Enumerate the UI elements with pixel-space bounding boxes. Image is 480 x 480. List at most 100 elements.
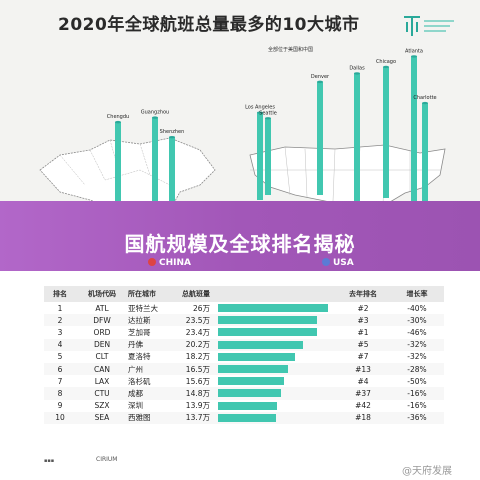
city-pillar: Chengdu — [107, 114, 129, 205]
volume-bar — [218, 328, 317, 337]
growth-cell: -40% — [407, 303, 427, 313]
pillar-bar — [411, 56, 417, 203]
table-row: 8 CTU 成都 14.8万 #37 -16% — [44, 387, 444, 400]
growth-cell: -30% — [407, 315, 427, 325]
header-rank: 排名 — [53, 290, 67, 298]
volume-bar — [218, 304, 328, 313]
city-pillar: Guangzhou — [141, 110, 169, 210]
table-header: 排名 机场代码 所在城市 总航班量 去年排名 增长率 — [44, 286, 444, 302]
table-row: 6 CAN 广州 16.5万 #13 -28% — [44, 362, 444, 376]
city-label: Shenzhen — [160, 129, 185, 135]
volume-bar — [218, 340, 304, 349]
pillar-cap — [169, 135, 175, 139]
table-row: 5 CLT 夏洛特 18.2万 #7 -32% — [44, 351, 444, 363]
rank-cell: 6 — [57, 364, 63, 374]
city-cell: 亚特兰大 — [128, 303, 158, 313]
pillar-cap — [422, 101, 428, 105]
table-row: 2 DFW 达拉斯 23.5万 #3 -30% — [44, 314, 444, 327]
prev-rank-cell: #7 — [357, 352, 369, 362]
table-row: 9 SZX 深圳 13.9万 #42 -16% — [44, 400, 444, 412]
city-pillar: Dallas — [349, 65, 365, 206]
city-cell: 广州 — [128, 364, 143, 374]
city-pillar: Los Angeles — [245, 105, 275, 200]
city-label: Chengdu — [107, 114, 129, 120]
bar-cell — [214, 365, 336, 374]
pillar-bar — [383, 66, 389, 199]
map-subheading: 全部位于美国和中国 — [268, 47, 314, 53]
header-prev-rank: 去年排名 — [349, 290, 377, 298]
bar-cell — [214, 413, 336, 422]
city-pillar: Charlotte — [413, 95, 437, 205]
table-row: 4 DEN 丹佛 20.2万 #5 -32% — [44, 338, 444, 351]
prev-rank-cell: #4 — [357, 376, 369, 386]
legend-china: CHINA — [148, 258, 191, 268]
city-label: Seattle — [259, 110, 277, 116]
city-label: Guangzhou — [141, 110, 169, 116]
city-flight-pillars: Chengdu Guangzhou Shenzhen Los AngelesSeatt… — [107, 48, 437, 215]
city-cell: 达拉斯 — [128, 315, 151, 325]
volume-bar — [218, 389, 281, 398]
header-city: 所在城市 — [128, 290, 156, 298]
city-label: Denver — [311, 74, 330, 80]
prev-rank-cell: #2 — [357, 303, 369, 313]
pillar-bar — [257, 112, 263, 200]
rank-cell: 7 — [57, 376, 63, 386]
rank-cell: 4 — [57, 340, 63, 350]
volume-cell: 23.5万 — [185, 315, 210, 325]
volume-cell: 13.7万 — [185, 413, 210, 423]
pillar-bar — [265, 118, 271, 195]
growth-cell: -50% — [407, 376, 427, 386]
rank-cell: 1 — [57, 303, 63, 313]
city-pillar: Denver — [311, 74, 330, 195]
city-cell: 丹佛 — [128, 340, 143, 350]
pillar-cap — [115, 120, 121, 124]
rank-cell: 10 — [55, 413, 65, 423]
growth-cell: -16% — [407, 401, 427, 411]
rank-cell: 9 — [57, 401, 63, 411]
pillar-bar — [354, 73, 360, 206]
pillar-bar — [115, 122, 121, 205]
city-cell: 西雅图 — [128, 413, 151, 423]
prev-rank-cell: #37 — [355, 388, 371, 398]
city-label: Charlotte — [413, 95, 436, 101]
pillar-cap — [257, 111, 263, 114]
legend-china-label: CHINA — [159, 258, 191, 268]
city-label: Los Angeles — [245, 105, 275, 111]
code-cell: CTU — [94, 388, 110, 398]
prev-rank-cell: #13 — [355, 364, 371, 374]
header-bar-spacer — [214, 290, 336, 298]
bar-cell — [214, 352, 336, 361]
volume-bar — [218, 377, 284, 386]
code-cell: DFW — [93, 315, 111, 325]
prev-rank-cell: #3 — [357, 315, 369, 325]
growth-cell: -32% — [407, 352, 427, 362]
pillar-cap — [317, 80, 323, 84]
watermark: @天府发展 — [402, 466, 452, 477]
pillar-bar — [422, 103, 428, 205]
pillar-cap — [383, 65, 389, 69]
code-cell: CLT — [95, 352, 109, 362]
table-row: 3 ORD 芝加哥 23.4万 #1 -46% — [44, 326, 444, 338]
pillar-bar — [169, 137, 175, 215]
table-row: 10 SEA 西雅图 13.7万 #18 -36% — [44, 411, 444, 424]
volume-cell: 23.4万 — [185, 327, 210, 337]
legend-usa-label: USA — [333, 258, 354, 268]
volume-cell: 15.6万 — [185, 376, 210, 386]
code-cell: SEA — [94, 413, 110, 423]
ranking-table: 排名 机场代码 所在城市 总航班量 去年排名 增长率 1 ATL 亚特兰大 26万 #2… — [44, 286, 444, 424]
growth-cell: -36% — [407, 413, 427, 423]
code-cell: CAN — [94, 364, 110, 374]
code-cell: ATL — [95, 303, 109, 313]
page-title: 2020年全球航班总量最多的10大城市 — [58, 15, 360, 35]
city-cell: 芝加哥 — [128, 327, 151, 337]
rank-cell: 5 — [57, 352, 63, 362]
city-pillar: Seattle — [259, 110, 277, 195]
city-cell: 深圳 — [128, 401, 143, 411]
pillar-bar — [317, 81, 323, 195]
pillar-cap — [265, 117, 271, 120]
city-label: Dallas — [349, 65, 365, 71]
bar-cell — [214, 316, 336, 325]
table-row: 7 LAX 洛杉矶 15.6万 #4 -50% — [44, 375, 444, 387]
header-growth: 增长率 — [406, 290, 428, 298]
bar-cell — [214, 340, 336, 349]
